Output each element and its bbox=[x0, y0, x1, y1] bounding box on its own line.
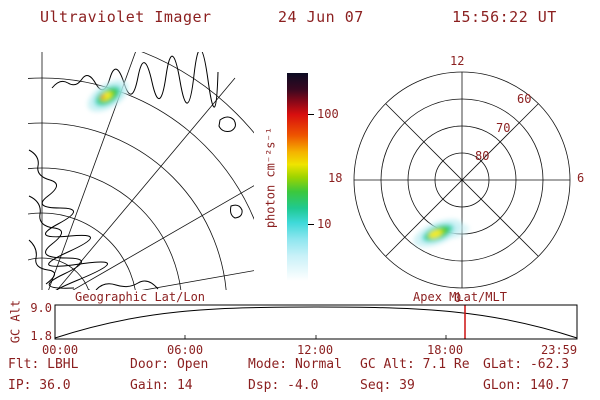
polar-grid bbox=[353, 71, 571, 289]
status-dsp: Dsp: -4.0 bbox=[248, 378, 319, 393]
status-gcalt: GC Alt: 7.1 Re bbox=[360, 357, 470, 372]
intensity-colorbar bbox=[287, 73, 308, 281]
status-gain: Gain: 14 bbox=[130, 378, 193, 393]
header-time: 15:56:22 UT bbox=[452, 8, 557, 26]
page-title: Ultraviolet Imager bbox=[40, 8, 212, 26]
status-glon: GLon: 140.7 bbox=[483, 378, 570, 393]
xtick-0600: 06:00 bbox=[167, 343, 204, 357]
header-date: 24 Jun 07 bbox=[278, 8, 364, 26]
colorbar-tick-10 bbox=[308, 224, 314, 225]
mlt-label-12: 12 bbox=[450, 54, 465, 68]
colorbar-tick-100 bbox=[308, 114, 314, 115]
status-mode: Mode: Normal bbox=[248, 357, 342, 372]
geo-coastlines bbox=[28, 52, 243, 290]
gcalt-ytick-bottom: 1.8 bbox=[30, 329, 52, 343]
geo-panel-caption: Geographic Lat/Lon bbox=[74, 290, 206, 304]
gcalt-chart bbox=[54, 304, 578, 340]
status-glat: GLat: -62.3 bbox=[483, 357, 570, 372]
gcalt-curve bbox=[54, 306, 578, 339]
mlat-label-60: 60 bbox=[517, 92, 532, 106]
mlt-label-18: 18 bbox=[328, 171, 343, 185]
xtick-0000: 00:00 bbox=[42, 343, 79, 357]
colorbar-tick-label-100: 100 bbox=[317, 107, 339, 121]
mlat-label-70: 70 bbox=[496, 121, 511, 135]
status-ip: IP: 36.0 bbox=[8, 378, 71, 393]
colorbar-units-label: photon cm⁻²s⁻¹ bbox=[263, 127, 278, 229]
gcalt-axis-label: GC Alt bbox=[8, 299, 23, 344]
mlt-label-0: 0 bbox=[454, 291, 462, 305]
colorbar-tick-label-10: 10 bbox=[317, 217, 332, 231]
status-door: Door: Open bbox=[130, 357, 209, 372]
xtick-1800: 18:00 bbox=[427, 343, 464, 357]
mlat-label-80: 80 bbox=[475, 149, 490, 163]
status-flt: Flt: LBHL bbox=[8, 357, 79, 372]
mlt-label-6: 6 bbox=[577, 171, 585, 185]
geo-grid bbox=[28, 52, 254, 290]
gcalt-ytick-top: 9.0 bbox=[30, 301, 52, 315]
polar-aurora-blob bbox=[413, 218, 470, 248]
status-seq: Seq: 39 bbox=[360, 378, 415, 393]
xtick-2359: 23:59 bbox=[541, 343, 578, 357]
geo-aurora-blob bbox=[87, 80, 129, 112]
xtick-1200: 12:00 bbox=[297, 343, 334, 357]
polar-panel-caption: Apex MLat/MLT bbox=[413, 290, 507, 304]
